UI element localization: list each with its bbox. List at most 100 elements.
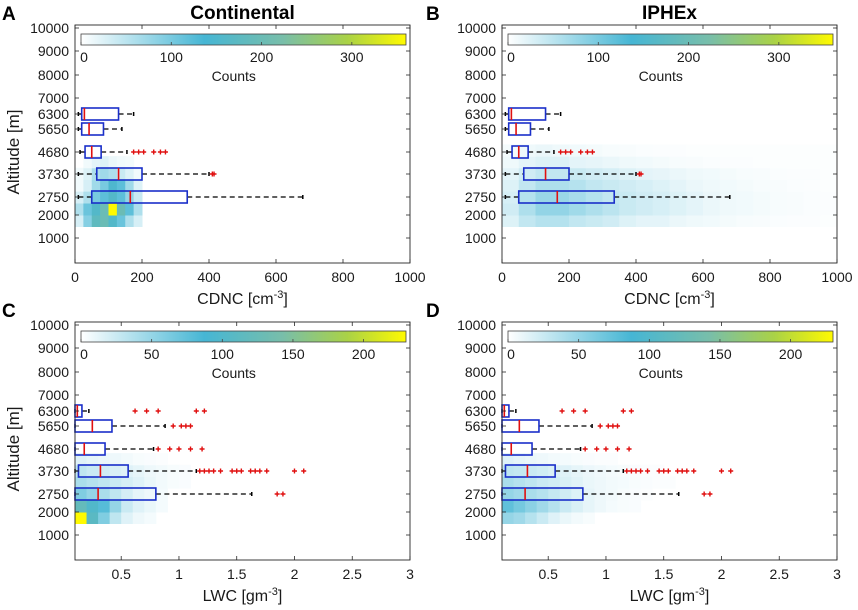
outlier-point (141, 149, 147, 155)
heatmap-cell (552, 179, 570, 192)
colorbar-tick-label: 150 (708, 346, 732, 362)
heatmap-cell (585, 179, 603, 192)
box (511, 145, 529, 159)
heatmap-cell (770, 203, 788, 216)
box (80, 122, 105, 136)
heatmap-cell (602, 156, 620, 169)
heatmap-cell (703, 179, 721, 192)
heatmap-cell (535, 167, 553, 180)
heatmap-cell (155, 453, 168, 466)
heatmap-cell (548, 512, 561, 524)
heatmap-cell (617, 500, 630, 513)
heatmap-cell (121, 512, 134, 524)
heatmap-cell (753, 215, 771, 227)
heatmap-cell (116, 167, 126, 180)
heatmap-cell (133, 215, 143, 227)
heatmap-cell (518, 156, 536, 169)
heatmap-cell (502, 156, 520, 169)
colorbar (80, 330, 407, 343)
colorbar-tick-label: 100 (160, 49, 184, 65)
x-tick-label: 600 (691, 269, 715, 285)
x-axis-label: CDNC [cm-3] (624, 289, 715, 308)
outlier-point (257, 468, 263, 474)
y-tick-label: 9000 (38, 43, 69, 59)
heatmap-cell (619, 144, 637, 157)
axes-frame (501, 24, 838, 264)
outlier-point (728, 468, 734, 474)
heatmap-cell (571, 453, 584, 466)
heatmap-cell (820, 156, 837, 169)
heatmap-cell (125, 179, 135, 192)
heatmap-cell (525, 453, 538, 466)
x-tick-label: 1000 (821, 269, 852, 285)
heatmap-cell (109, 500, 122, 513)
outlier-point (620, 408, 626, 414)
heatmap-cell (502, 167, 520, 180)
heatmap-cell (686, 167, 704, 180)
heatmap-cell (770, 179, 788, 192)
box (74, 419, 113, 433)
heatmap-cell (536, 500, 549, 513)
x-tick-label: 400 (197, 269, 221, 285)
x-tick-label: 1000 (394, 269, 425, 285)
heatmap-cell (602, 215, 620, 227)
panel-c: 0 50 100 150 200 Counts 1000 2000 2750 3730 4680 56… (2, 301, 414, 605)
box (95, 167, 143, 181)
panel-title: Continental (190, 3, 295, 24)
x-tick-label: 3 (406, 566, 414, 582)
heatmap-cell (719, 167, 737, 180)
heatmap-cell (585, 144, 603, 157)
heatmap-cell (582, 476, 595, 489)
outlier-point (684, 468, 690, 474)
outlier-point (628, 468, 634, 474)
outlier-point (584, 149, 590, 155)
heatmap-cell (535, 203, 553, 216)
heatmap-cell (108, 167, 118, 180)
x-tick-label: 0.5 (538, 566, 558, 582)
panel-letter: D (426, 301, 440, 322)
colorbar-tick-label: 0 (507, 346, 515, 362)
heatmap-cell (585, 191, 603, 204)
heatmap-cell (786, 191, 804, 204)
heatmap-cell (518, 215, 536, 227)
outlier-point (234, 468, 240, 474)
outlier-point (170, 423, 176, 429)
x-tick-label: 800 (331, 269, 355, 285)
heatmap-cell (652, 215, 670, 227)
heatmap-cell (786, 203, 804, 216)
heatmap-cell (636, 156, 654, 169)
heatmap-cell (571, 464, 584, 477)
colorbar-tick-label: 150 (281, 346, 305, 362)
heatmap-cell (753, 167, 771, 180)
heatmap-cell (559, 476, 572, 489)
x-tick-label: 200 (130, 269, 154, 285)
heatmap-cell (629, 500, 642, 513)
outlier-point (188, 423, 194, 429)
outlier-point (582, 408, 588, 414)
heatmap-cell (605, 476, 619, 489)
outlier-point (675, 468, 681, 474)
heatmap-cell (502, 500, 515, 513)
heatmap-cell (569, 191, 587, 204)
heatmap-cell (155, 488, 168, 501)
y-tick-label: 8000 (465, 67, 496, 83)
panel-d: 0 50 100 150 200 Counts 1000 2000 2750 3730 4680 56… (426, 301, 841, 605)
x-tick-label: 200 (557, 269, 581, 285)
y-tick-label: 8000 (38, 364, 69, 380)
heatmap-cell (109, 464, 122, 477)
heatmap-cell (619, 179, 637, 192)
heatmap-cell (513, 464, 526, 477)
heatmap-cell (100, 179, 109, 192)
y-tick-label: 3730 (465, 166, 496, 182)
outlier-point (594, 446, 600, 452)
heatmap-cell (535, 191, 553, 204)
heatmap-cell (719, 203, 737, 216)
heatmap-cell (770, 215, 788, 227)
heatmap-cell (502, 512, 515, 524)
heatmap-cell (548, 488, 561, 501)
heatmap-cell (167, 476, 180, 489)
heatmap-cell (75, 203, 84, 216)
heatmap-cell (108, 215, 118, 227)
box (517, 190, 616, 204)
heatmap-cell (552, 156, 570, 169)
